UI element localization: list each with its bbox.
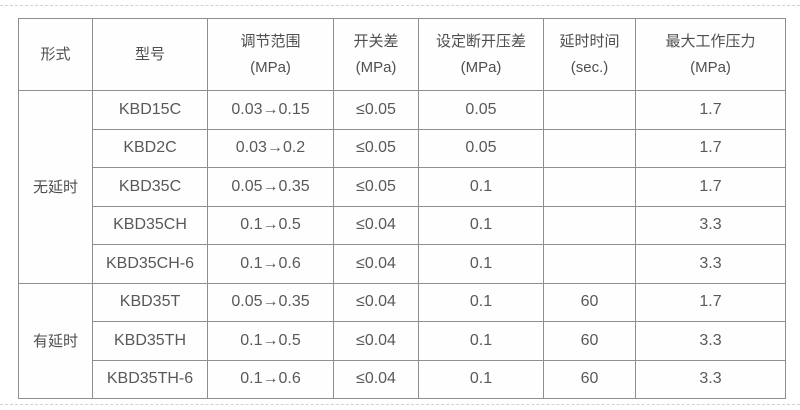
spec-table: 形式 型号 调节范围 (MPa) 开关差 (MPa) 设定断开压差 (MPa) xyxy=(18,18,786,399)
header-cell-form: 形式 xyxy=(18,18,93,91)
cutoff-cell: 0.1 xyxy=(418,205,544,245)
model-cell: KBD35TH xyxy=(92,321,208,361)
header-row: 形式 型号 调节范围 (MPa) 开关差 (MPa) 设定断开压差 (MPa) xyxy=(18,18,786,91)
cutoff-cell: 0.1 xyxy=(418,321,544,361)
switch-diff-cell: ≤0.04 xyxy=(333,244,419,284)
delay-cell xyxy=(543,90,636,130)
header-title: 调节范围 xyxy=(240,32,301,50)
group-cell-with-delay: 有延时 xyxy=(18,282,93,399)
group-cell-no-delay: 无延时 xyxy=(18,90,93,284)
max-pressure-cell: 3.3 xyxy=(635,359,786,399)
range-cell: 0.1→0.6 xyxy=(207,244,334,284)
header-title: 开关差 xyxy=(353,32,399,50)
header-title: 形式 xyxy=(40,45,71,63)
top-dashed-divider xyxy=(0,5,800,6)
max-pressure-cell: 3.3 xyxy=(635,321,786,361)
switch-diff-cell: ≤0.05 xyxy=(333,167,419,207)
range-cell: 0.1→0.6 xyxy=(207,359,334,399)
switch-diff-cell: ≤0.04 xyxy=(333,359,419,399)
max-pressure-cell: 1.7 xyxy=(635,128,786,168)
cutoff-cell: 0.1 xyxy=(418,359,544,399)
table-row: KBD35CH-6 0.1→0.6 ≤0.04 0.1 3.3 xyxy=(19,244,786,284)
cutoff-cell: 0.05 xyxy=(418,90,544,130)
header-cell-switch-diff: 开关差 (MPa) xyxy=(333,18,419,91)
header-unit: (MPa) xyxy=(460,58,502,76)
model-cell: KBD35TH-6 xyxy=(92,359,208,399)
header-cell-cutoff-diff: 设定断开压差 (MPa) xyxy=(418,18,544,91)
delay-cell: 60 xyxy=(543,282,636,322)
model-cell: KBD35CH-6 xyxy=(92,244,208,284)
model-cell: KBD15C xyxy=(92,90,208,130)
model-cell: KBD35CH xyxy=(92,205,208,245)
range-cell: 0.1→0.5 xyxy=(207,321,334,361)
header-title: 设定断开压差 xyxy=(435,32,526,50)
table-row: KBD2C 0.03→0.2 ≤0.05 0.05 1.7 xyxy=(19,128,786,168)
range-cell: 0.03→0.2 xyxy=(207,128,334,168)
table-row: KBD35CH 0.1→0.5 ≤0.04 0.1 3.3 xyxy=(19,205,786,245)
cutoff-cell: 0.1 xyxy=(418,244,544,284)
switch-diff-cell: ≤0.05 xyxy=(333,90,419,130)
delay-cell xyxy=(543,244,636,284)
table-row: KBD35TH 0.1→0.5 ≤0.04 0.1 60 3.3 xyxy=(19,321,786,361)
table-row: 无延时 KBD15C 0.03→0.15 ≤0.05 0.05 1.7 xyxy=(18,90,786,284)
header-title: 延时时间 xyxy=(559,32,620,50)
delay-cell: 60 xyxy=(543,359,636,399)
header-title: 最大工作压力 xyxy=(665,32,756,50)
delay-cell: 60 xyxy=(543,321,636,361)
model-cell: KBD35T xyxy=(92,282,208,322)
header-unit: (sec.) xyxy=(570,58,609,76)
header-cell-max-pressure: 最大工作压力 (MPa) xyxy=(635,18,786,91)
delay-cell xyxy=(543,128,636,168)
switch-diff-cell: ≤0.04 xyxy=(333,321,419,361)
header-title: 型号 xyxy=(134,45,165,63)
max-pressure-cell: 3.3 xyxy=(635,205,786,245)
switch-diff-cell: ≤0.05 xyxy=(333,128,419,168)
cutoff-cell: 0.1 xyxy=(418,167,544,207)
max-pressure-cell: 3.3 xyxy=(635,244,786,284)
header-cell-delay-time: 延时时间 (sec.) xyxy=(543,18,636,91)
model-cell: KBD2C xyxy=(92,128,208,168)
switch-diff-cell: ≤0.04 xyxy=(333,205,419,245)
switch-diff-cell: ≤0.04 xyxy=(333,282,419,322)
range-cell: 0.05→0.35 xyxy=(207,282,334,322)
bottom-dashed-divider xyxy=(0,404,800,405)
range-cell: 0.03→0.15 xyxy=(207,90,334,130)
max-pressure-cell: 1.7 xyxy=(635,90,786,130)
delay-cell xyxy=(543,167,636,207)
header-cell-adjust-range: 调节范围 (MPa) xyxy=(207,18,334,91)
cutoff-cell: 0.05 xyxy=(418,128,544,168)
delay-cell xyxy=(543,205,636,245)
table-row: KBD35C 0.05→0.35 ≤0.05 0.1 1.7 xyxy=(19,167,786,207)
header-unit: (MPa) xyxy=(690,58,731,76)
table-row: KBD35TH-6 0.1→0.6 ≤0.04 0.1 60 3.3 xyxy=(19,359,786,399)
max-pressure-cell: 1.7 xyxy=(635,167,786,207)
max-pressure-cell: 1.7 xyxy=(635,282,786,322)
header-unit: (MPa) xyxy=(355,58,397,76)
model-cell: KBD35C xyxy=(92,167,208,207)
header-cell-model: 型号 xyxy=(92,18,208,91)
range-cell: 0.05→0.35 xyxy=(207,167,334,207)
range-cell: 0.1→0.5 xyxy=(207,205,334,245)
cutoff-cell: 0.1 xyxy=(418,282,544,322)
header-unit: (MPa) xyxy=(250,58,291,76)
table-row: 有延时 KBD35T 0.05→0.35 ≤0.04 0.1 60 1.7 xyxy=(18,282,786,399)
